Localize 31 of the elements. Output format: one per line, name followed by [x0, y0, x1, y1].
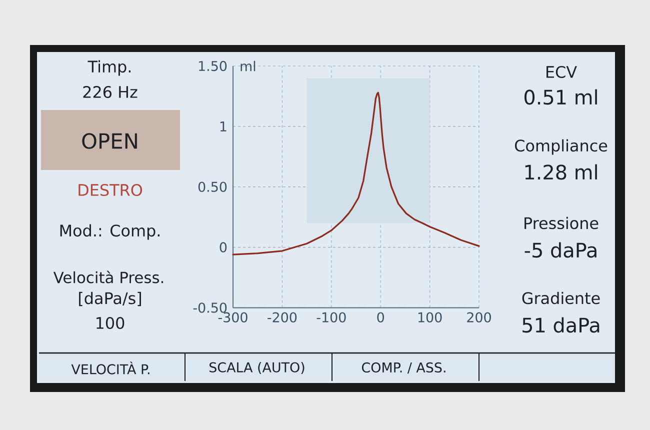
text: Gradiente: [522, 292, 600, 304]
text: [daPa/s]: [79, 292, 141, 306]
x-tick-label: 200: [467, 312, 491, 322]
text: Velocità Press.: [53, 270, 164, 284]
text: -5 daPa: [524, 242, 596, 258]
y-tick-label: 1: [220, 122, 226, 132]
y-tick-label: -0.50: [193, 302, 227, 313]
x-tick-label: 0: [377, 312, 384, 322]
text: 51 daPa: [522, 317, 600, 333]
y-tick-label: 0.50: [198, 182, 227, 192]
text: VELOCITÀ P.: [71, 362, 150, 374]
y-tick-label: 0: [220, 242, 227, 252]
text: Timp.: [88, 60, 130, 76]
text: Pressione: [524, 216, 598, 230]
text: OPEN: [82, 133, 137, 149]
text: 0.51 ml: [524, 89, 597, 105]
text: 1.28 ml: [525, 164, 597, 180]
x-tick-label: -300: [218, 312, 248, 322]
text: ECV: [546, 66, 577, 78]
text: DESTRO: [78, 184, 142, 196]
text: Compliance: [514, 139, 608, 155]
text: 226 Hz: [83, 86, 138, 98]
text: SCALA (AUTO): [210, 362, 304, 374]
y-tick-label: 1.50: [199, 60, 227, 72]
text: COMP. / ASS.: [362, 362, 446, 374]
y-axis-title: ml: [240, 60, 256, 72]
line-series: [232, 92, 480, 256]
text: Mod.: Comp.: [60, 224, 160, 240]
x-tick-label: -100: [316, 312, 346, 322]
x-tick-label: 100: [418, 312, 442, 322]
x-tick-label: -200: [268, 312, 297, 322]
